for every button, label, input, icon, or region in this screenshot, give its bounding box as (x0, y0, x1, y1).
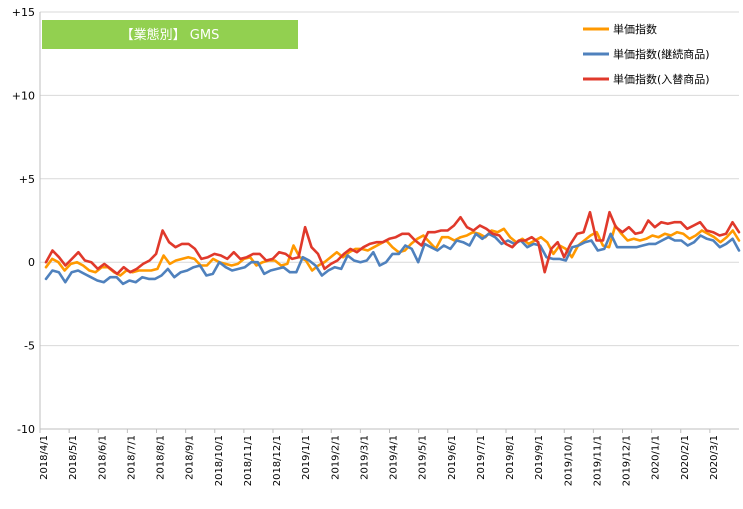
x-tick-label: 2018/6/1 (97, 435, 108, 480)
y-tick-label: 0 (28, 256, 35, 269)
x-tick-label: 2018/7/1 (126, 435, 137, 480)
x-tick-label: 2019/6/1 (447, 435, 458, 480)
chart-title-box: 【業態別】 GMS (42, 20, 298, 49)
x-tick-label: 2019/4/1 (389, 435, 400, 480)
x-tick-label: 2020/3/1 (709, 435, 720, 480)
legend-label: 単価指数(継続商品) (613, 47, 710, 61)
x-tick-label: 2019/3/1 (359, 435, 370, 480)
x-tick-label: 2019/2/1 (330, 435, 341, 480)
x-tick-label: 2019/9/1 (534, 435, 545, 480)
x-tick-label: 2020/1/1 (651, 435, 662, 480)
x-tick-label: 2018/11/1 (243, 435, 254, 486)
legend-label: 単価指数 (613, 22, 657, 36)
x-tick-label: 2019/8/1 (505, 435, 516, 480)
y-tick-label: -10 (17, 423, 35, 436)
x-tick-label: 2019/7/1 (476, 435, 487, 480)
x-tick-label: 2019/5/1 (418, 435, 429, 480)
y-tick-label: +5 (19, 173, 35, 186)
legend-label: 単価指数(入替商品) (613, 72, 710, 86)
x-tick-label: 2020/2/1 (680, 435, 691, 480)
series-line-2 (44, 210, 741, 276)
x-tick-label: 2018/4/1 (39, 435, 50, 480)
legend-item-0: 単価指数 (583, 22, 657, 36)
x-tick-label: 2019/11/1 (592, 435, 603, 486)
x-tick-label: 2018/8/1 (156, 435, 167, 480)
x-tick-label: 2019/10/1 (563, 435, 574, 486)
x-tick-label: 2019/1/1 (301, 435, 312, 480)
legend-item-1: 単価指数(継続商品) (583, 47, 710, 61)
legend-item-2: 単価指数(入替商品) (583, 72, 710, 86)
x-tick-label: 2018/10/1 (214, 435, 225, 486)
series-line-1 (44, 232, 741, 286)
x-tick-label: 2018/12/1 (272, 435, 283, 486)
series-lines (44, 210, 741, 286)
x-tick-label: 2018/9/1 (185, 435, 196, 480)
chart-title: 【業態別】 GMS (121, 27, 220, 43)
x-tick-label: 2018/5/1 (68, 435, 79, 480)
series-line-0 (44, 224, 741, 277)
y-tick-label: +10 (12, 89, 35, 102)
y-tick-label: -5 (24, 340, 35, 353)
y-tick-labels: +15 +10 +5 0 -5 -10 (12, 6, 35, 436)
x-tick-label: 2019/12/1 (622, 435, 633, 486)
y-tick-label: +15 (12, 6, 35, 19)
x-tick-labels: 2018/4/1 2018/5/1 2018/6/1 2018/7/1 2018/8/1… (39, 429, 720, 486)
